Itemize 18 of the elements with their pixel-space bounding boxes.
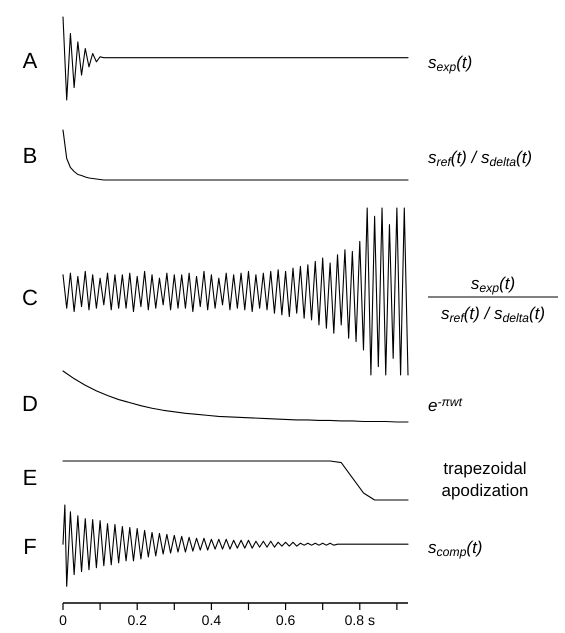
- x-tick-label: 0.6: [276, 612, 296, 628]
- text: s$_{ref}$(t) / s$_{delta}$(t): [440, 304, 546, 325]
- x-tick-label: 0.2: [127, 612, 148, 628]
- y-axis-title: e$^{-πwt}$: [428, 394, 463, 415]
- x-tick-label: 0.4: [202, 612, 222, 628]
- text: D: [22, 391, 38, 416]
- x-tick-label: 0: [59, 612, 68, 628]
- text: B: [22, 143, 38, 168]
- chart-title: E: [22, 465, 38, 490]
- text: A: [22, 48, 38, 73]
- x-tick-label: 0.8 s: [344, 612, 375, 628]
- text: F: [23, 534, 37, 559]
- text: C: [22, 285, 38, 310]
- y-axis-title: s$_{comp}$(t): [428, 538, 482, 559]
- y-axis-title: trapezoidal apodization: [442, 459, 528, 500]
- y-axis-title: s$_{ref}$(t) / s$_{delta}$(t): [428, 148, 532, 169]
- y-axis-title: s$_{exp}$(t): [470, 274, 516, 295]
- y-axis-title: s$_{exp}$(t): [428, 53, 472, 74]
